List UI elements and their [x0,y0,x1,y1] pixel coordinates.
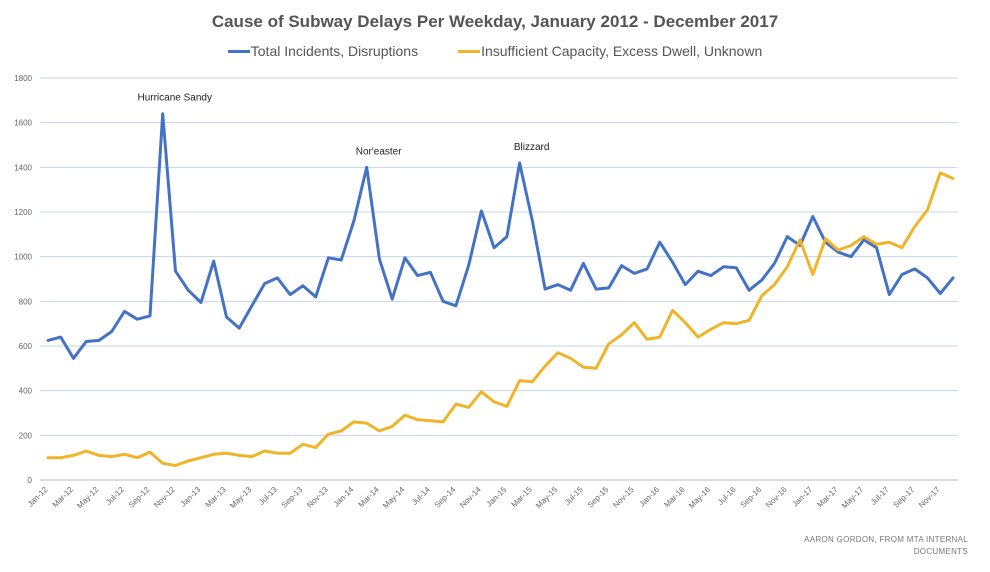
y-tick-label: 1600 [14,119,32,128]
x-tick-label: Jan-17 [791,485,815,509]
legend-item-insufficient-capacity: Insufficient Capacity, Excess Dwell, Unk… [458,43,762,59]
y-tick-label: 200 [19,431,33,440]
x-tick-label: Sep-14 [433,485,458,510]
x-tick-label: Nov-14 [458,485,483,510]
annotation-label: Hurricane Sandy [137,93,211,104]
x-tick-label: Nov-13 [305,485,330,510]
x-tick-label: Mar-13 [204,485,229,510]
source-credit-line-2: DOCUMENTS [913,547,968,556]
source-credit: AARON GORDON, FROM MTA INTERNAL DOCUMENT… [804,534,968,558]
y-tick-label: 0 [28,476,33,485]
x-tick-label: Jul-15 [563,485,585,507]
annotation-label: Nor'easter [356,146,402,157]
chart-title: Cause of Subway Delays Per Weekday, Janu… [211,12,779,31]
source-credit-line-1: AARON GORDON, FROM MTA INTERNAL [804,535,968,544]
x-tick-label: Mar-16 [662,485,687,510]
x-tick-label: Jul-16 [716,485,738,507]
x-tick-label: Mar-15 [509,485,534,510]
x-tick-label: Jul-14 [410,485,432,507]
x-tick-label: Mar-12 [51,485,76,510]
x-tick-label: May-14 [381,485,407,511]
x-tick-label: Jan-12 [26,485,50,509]
x-tick-label: Jan-16 [638,485,662,509]
x-tick-label: Sep-17 [892,485,917,510]
x-tick-label: Jul-13 [257,485,279,507]
series-line-total-incidents [46,112,955,360]
y-tick-label: 1000 [14,253,32,262]
x-tick-label: May-16 [687,485,713,511]
series-line-insufficient-capacity [46,171,955,467]
y-tick-label: 1200 [14,208,32,217]
x-tick-label: Jan-15 [485,485,509,509]
x-tick-label: Nov-17 [917,485,942,510]
legend-swatch-blue [227,49,250,53]
x-tick-label: Jan-14 [332,485,356,509]
y-tick-label: 800 [19,297,33,306]
chart-legend: Total Incidents, Disruptions Insufficien… [0,43,990,59]
legend-item-total-incidents: Total Incidents, Disruptions [227,43,419,59]
x-tick-label: May-17 [840,485,866,511]
x-tick-label: Sep-12 [127,485,152,510]
x-tick-label: Mar-14 [357,485,382,510]
legend-label-total-incidents: Total Incidents, Disruptions [250,43,419,59]
x-tick-label: May-12 [75,485,101,511]
x-tick-label: Jul-12 [104,485,126,507]
x-tick-label: Nov-15 [611,485,636,510]
x-tick-label: Jul-17 [869,485,891,507]
x-tick-label: Sep-15 [586,485,611,510]
y-tick-label: 1800 [14,74,32,83]
y-tick-label: 400 [19,387,33,396]
x-tick-label: Jan-13 [179,485,203,509]
x-tick-label: May-13 [228,485,254,511]
y-tick-label: 600 [19,342,33,351]
x-tick-label: Sep-16 [739,485,764,510]
x-tick-label: Sep-13 [280,485,305,510]
legend-swatch-yellow [458,49,481,53]
x-tick-label: Mar-17 [815,485,840,510]
x-tick-label: Nov-16 [764,485,789,510]
legend-label-insufficient-capacity: Insufficient Capacity, Excess Dwell, Unk… [481,43,763,59]
annotation-label: Blizzard [514,142,550,153]
x-tick-label: May-15 [534,485,560,511]
x-tick-label: Nov-12 [152,485,177,510]
y-tick-label: 1400 [14,163,32,172]
